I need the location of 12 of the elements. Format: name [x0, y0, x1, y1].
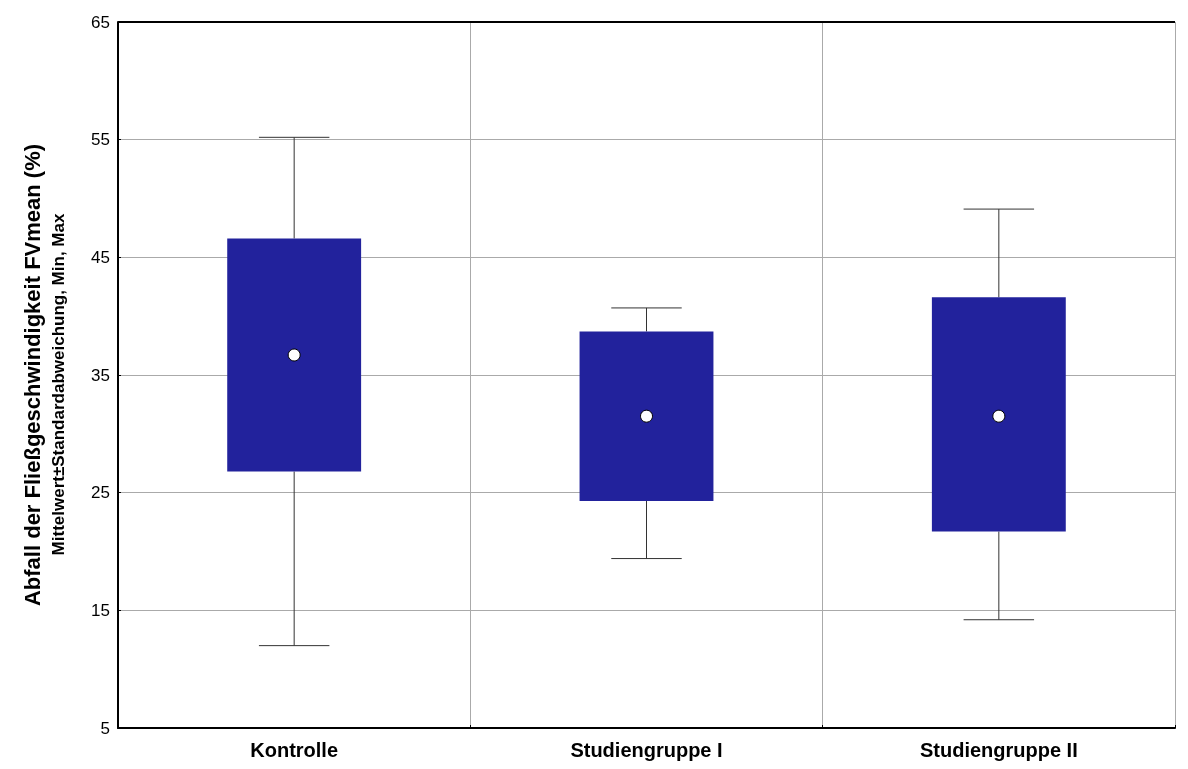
text: Mittelwert±Standardabweichung, Min, Max: [49, 213, 68, 556]
y-tick-label: 35: [91, 365, 110, 385]
x-tick-label: Kontrolle: [250, 739, 339, 761]
y-axis-title: Abfall der Fließgeschwindigkeit FVmean (%): [19, 143, 45, 607]
x-tick-label: Studiengruppe I: [570, 739, 723, 761]
y-tick-label: 55: [91, 130, 110, 150]
y-tick-label: 5: [100, 718, 110, 738]
y-tick-label: 65: [91, 12, 110, 32]
y-tick-label: 45: [91, 247, 110, 267]
y-tick-label: 15: [91, 600, 110, 620]
x-tick-label: Studiengruppe II: [919, 739, 1078, 761]
y-tick-label: 25: [91, 483, 110, 503]
